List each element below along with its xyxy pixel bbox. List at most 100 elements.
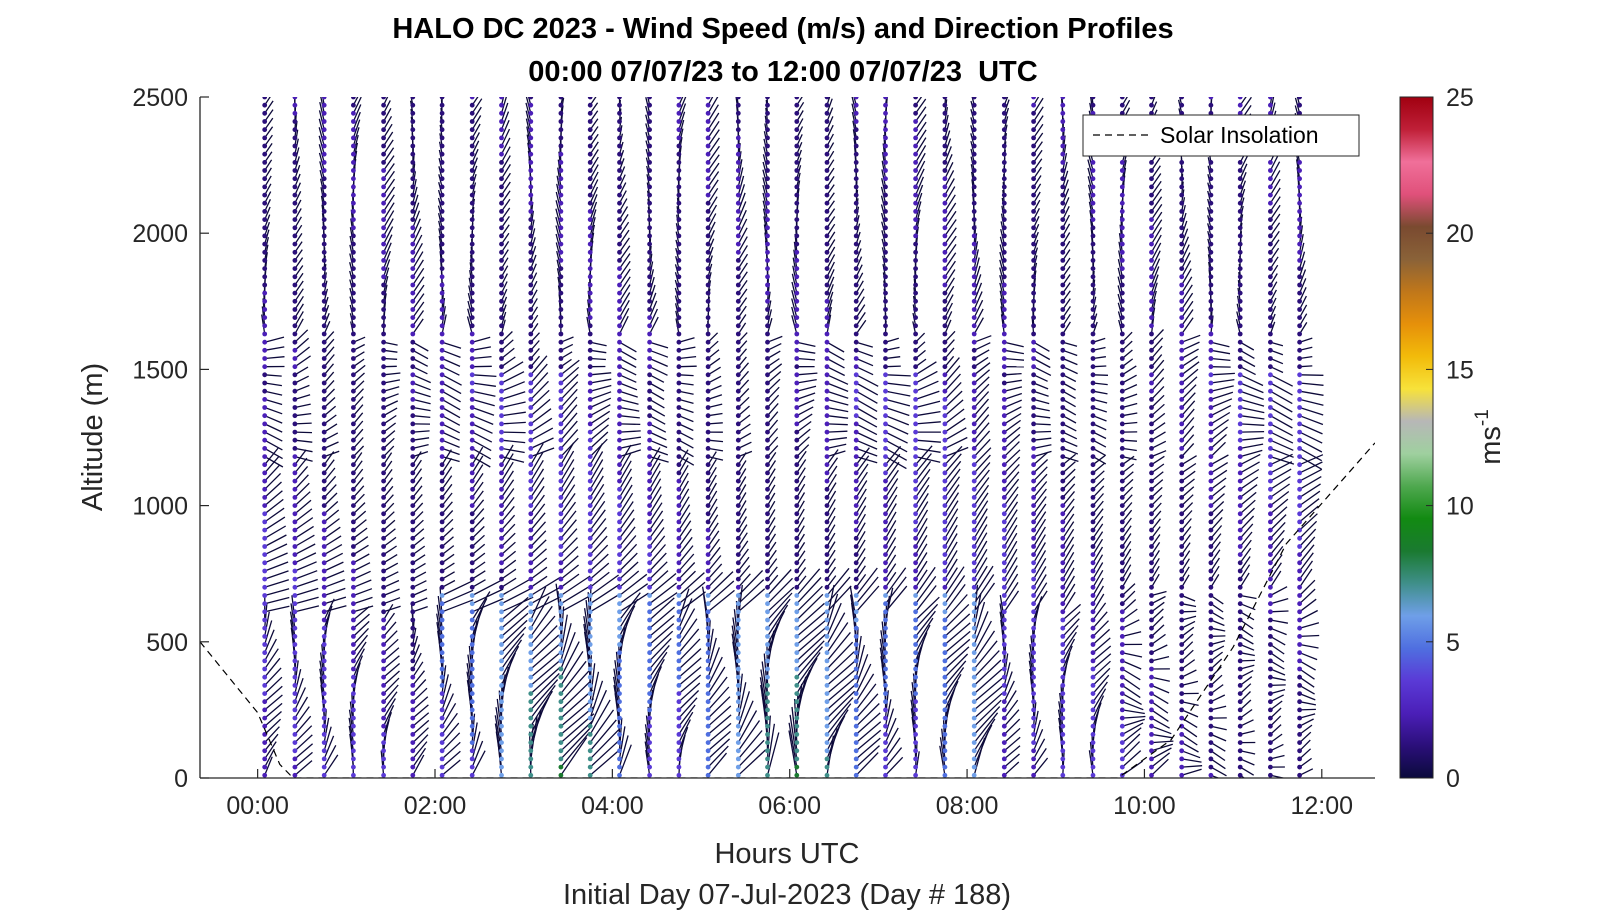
wind-barb-dot <box>499 446 504 451</box>
wind-barb-line <box>1033 444 1052 450</box>
wind-barb-dot <box>824 478 830 484</box>
wind-barb-line <box>383 494 394 507</box>
wind-barb-dot <box>1060 666 1066 672</box>
wind-barb-dot <box>381 298 386 304</box>
wind-barb-dot <box>351 478 356 484</box>
wind-barb-line <box>589 680 604 719</box>
wind-barb-dot <box>617 168 622 173</box>
wind-barb-dot <box>765 331 770 337</box>
wind-barb-dot <box>735 168 741 173</box>
wind-barb-line <box>525 97 532 114</box>
wind-barb-dot <box>676 552 682 557</box>
wind-barb-line <box>707 403 723 409</box>
wind-barb-dot <box>1031 151 1036 157</box>
wind-barb-dot <box>676 307 682 312</box>
wind-barb-dot <box>765 486 770 492</box>
wind-barb-line <box>910 699 917 727</box>
wind-barb-dot <box>262 740 268 745</box>
wind-barb-line <box>707 171 720 188</box>
wind-barb-dot <box>705 535 711 541</box>
wind-barb-dot <box>913 192 918 198</box>
wind-barb-dot <box>351 184 356 190</box>
wind-barb-dot <box>262 372 268 378</box>
wind-barb-dot <box>824 699 830 705</box>
wind-barb-line <box>501 577 517 588</box>
wind-barb-line <box>412 202 420 220</box>
wind-barb-line <box>855 423 878 436</box>
wind-barb-line <box>412 597 428 605</box>
wind-barb-dot <box>913 241 918 247</box>
wind-barb-dot <box>853 658 859 664</box>
wind-barb-line <box>500 164 511 180</box>
wind-barb-dot <box>853 625 859 631</box>
wind-barb-dot <box>1060 462 1066 468</box>
wind-barb-dot <box>647 683 652 688</box>
wind-barb-dot <box>1001 470 1007 476</box>
wind-barb-line <box>501 391 526 401</box>
wind-barb-dot <box>351 495 356 500</box>
wind-barb-line <box>323 612 331 637</box>
wind-barb-dot <box>647 168 652 173</box>
wind-barb-dot <box>558 658 564 664</box>
wind-barb-dot <box>617 552 622 557</box>
wind-barb-line <box>1033 557 1047 580</box>
wind-barb-dot <box>410 535 416 541</box>
wind-barb-dot <box>1119 576 1125 582</box>
wind-barb-line <box>618 315 629 335</box>
wind-barb-dot <box>794 298 800 304</box>
wind-barb-dot <box>705 437 711 443</box>
wind-barb-line <box>855 447 878 457</box>
wind-barb-line <box>264 726 280 744</box>
wind-barb-dot <box>794 732 800 737</box>
wind-barb-dot <box>617 601 622 607</box>
wind-barb-line <box>324 605 347 613</box>
wind-barb-line <box>678 512 691 531</box>
wind-barb-dot <box>971 462 977 468</box>
wind-barb-line <box>973 516 988 539</box>
wind-barb-line <box>501 619 528 645</box>
wind-barb-line <box>560 555 579 572</box>
wind-barb-dot <box>913 715 918 721</box>
wind-barb-dot <box>1060 405 1066 410</box>
wind-barb-dot <box>410 151 416 157</box>
wind-barb-line <box>737 209 747 229</box>
wind-barb-dot <box>262 258 268 263</box>
wind-barb-dot <box>883 772 888 778</box>
wind-barb-dot <box>439 225 445 231</box>
wind-barb-dot <box>1060 454 1066 459</box>
wind-barb-line <box>471 481 484 498</box>
wind-barb-dot <box>351 323 356 329</box>
wind-barb-dot <box>469 331 475 337</box>
wind-barb-dot <box>853 380 859 386</box>
wind-barb-dot <box>883 511 888 517</box>
wind-barb-dot <box>883 282 888 288</box>
wind-barb-line <box>1121 548 1132 564</box>
wind-barb-line <box>973 492 989 515</box>
wind-barb-line <box>796 459 807 474</box>
wind-barb-line <box>973 668 1003 695</box>
wind-barb-line <box>826 366 845 377</box>
wind-barb-dot <box>705 486 711 492</box>
wind-barb-line <box>412 398 431 405</box>
wind-barb-line <box>383 202 395 220</box>
wind-barb-line <box>619 349 637 361</box>
wind-barb-dot <box>410 723 416 729</box>
wind-barb-line <box>1003 532 1018 555</box>
wind-barb-line <box>555 200 562 220</box>
wind-barb-dot <box>499 732 504 737</box>
wind-barb-line <box>560 726 593 760</box>
wind-barb-dot <box>262 192 268 198</box>
wind-barb-line <box>973 706 1001 735</box>
wind-barb-dot <box>499 429 504 435</box>
wind-barb-dot <box>735 323 741 329</box>
wind-barb-dot <box>1060 307 1066 312</box>
wind-barb-dot <box>971 266 977 271</box>
wind-barb-dot <box>942 421 948 427</box>
wind-barb-line <box>707 490 718 506</box>
wind-barb-line <box>589 553 609 572</box>
wind-barb-dot <box>1119 429 1125 435</box>
wind-barb-dot <box>1001 552 1007 557</box>
wind-barb-line <box>501 559 517 572</box>
wind-barb-dot <box>499 519 504 525</box>
wind-barb-dot <box>292 683 298 688</box>
